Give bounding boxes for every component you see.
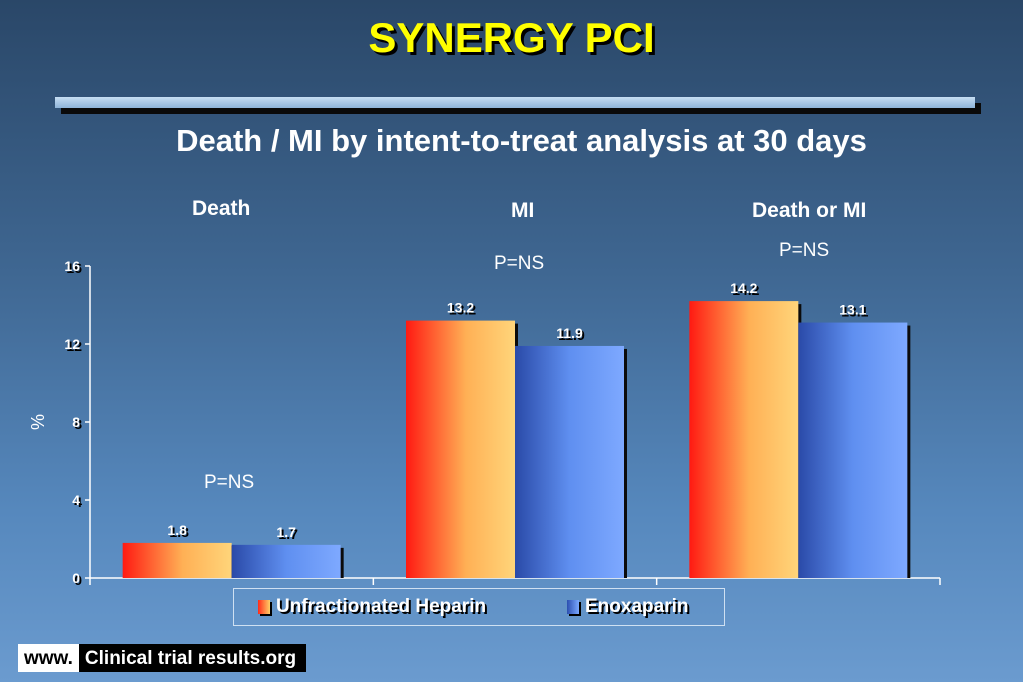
pvalue-death: P=NS: [204, 472, 255, 493]
data-label-shadow: 13.1: [841, 304, 868, 320]
data-label: 13.2: [447, 300, 474, 316]
bar-heparin: [689, 301, 799, 578]
y-tick-label-shadow: 16: [66, 260, 82, 276]
y-tick-label-shadow: 8: [74, 416, 82, 432]
y-tick-label-shadow: 12: [66, 338, 82, 354]
footer-banner: www. Clinical trial results.org: [18, 644, 307, 672]
legend-swatch-enoxaparin: [567, 600, 579, 614]
y-tick-label: 4: [72, 492, 80, 508]
legend-swatch-heparin: [258, 600, 270, 614]
data-label: 1.7: [276, 524, 296, 540]
pvalue-death-or-mi: P=NS: [779, 240, 830, 261]
bar-enoxaparin: [231, 544, 341, 578]
data-label-shadow: 1.7: [278, 526, 298, 542]
y-tick-label: 16: [64, 258, 80, 274]
legend-item-heparin: Unfractionated Heparin: [258, 596, 486, 618]
footer-site: Clinical trial results.org: [78, 644, 307, 672]
chart-subtitle: Death / MI by intent-to-treat analysis a…: [176, 123, 867, 158]
data-label-shadow: 1.8: [169, 524, 189, 540]
legend-label-heparin: Unfractionated Heparin: [276, 596, 487, 617]
slide-title: SYNERGY PCI: [368, 14, 655, 61]
y-tick-label: 12: [64, 336, 80, 352]
y-tick-label: 0: [72, 570, 80, 586]
category-label-mi: MI: [511, 199, 535, 222]
footer-prefix: www.: [18, 644, 79, 672]
data-label-shadow: 11.9: [558, 327, 585, 343]
pvalue-mi: P=NS: [494, 253, 545, 274]
bar-heparin: [406, 320, 515, 578]
legend-label-enoxaparin: Enoxaparin: [585, 596, 689, 617]
data-label: 11.9: [556, 325, 583, 341]
category-label-death-or-mi: Death or MI: [752, 199, 867, 222]
title-divider: [55, 97, 975, 108]
data-label-shadow: 14.2: [732, 282, 759, 298]
chart-legend: Unfractionated Heparin Enoxaparin: [233, 588, 725, 626]
legend-item-enoxaparin: Enoxaparin: [567, 596, 688, 618]
data-label-shadow: 13.2: [449, 302, 476, 318]
bar-enoxaparin: [515, 345, 624, 578]
data-label: 13.1: [839, 302, 866, 318]
y-tick-label-shadow: 0: [74, 572, 82, 588]
data-label: 14.2: [730, 280, 757, 296]
y-axis-title: %: [28, 414, 48, 430]
bar-heparin: [122, 542, 232, 578]
category-label-death: Death: [192, 197, 251, 220]
y-tick-label-shadow: 4: [74, 494, 82, 510]
bar-enoxaparin: [798, 322, 908, 578]
data-label: 1.8: [167, 522, 187, 538]
y-tick-label: 8: [72, 414, 80, 430]
